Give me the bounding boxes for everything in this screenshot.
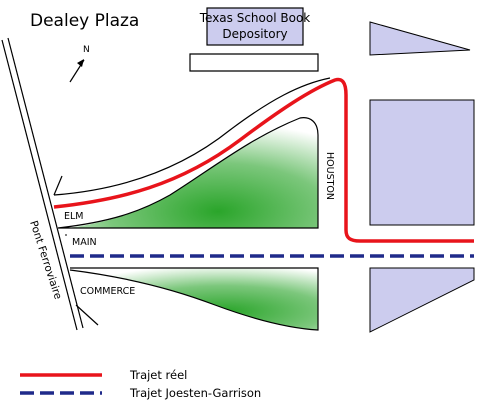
book-depository-label-line2: Depository — [222, 27, 287, 41]
north-grass-area — [68, 117, 318, 228]
north-label: N — [83, 45, 90, 55]
north-arrow-icon — [69, 59, 85, 83]
commerce-label: COMMERCE — [80, 286, 135, 297]
elm-street-west-edge — [53, 175, 63, 196]
main-label: MAIN — [72, 237, 97, 248]
elm-street-block — [189, 53, 319, 72]
building-east — [369, 99, 475, 226]
building-northeast — [369, 21, 471, 56]
route-real-path — [53, 77, 474, 243]
houston-label: HOUSTON — [324, 152, 335, 200]
elm-label: ELM — [64, 211, 84, 222]
legend: Trajet réel Trajet Joesten-Garrison — [20, 368, 261, 400]
north-grass-outline — [57, 117, 319, 229]
building-southeast — [369, 267, 475, 333]
legend-label-alt: Trajet Joesten-Garrison — [129, 386, 261, 400]
book-depository-building — [206, 7, 304, 46]
legend-label-real: Trajet réel — [129, 368, 187, 382]
map-title: Dealey Plaza — [30, 11, 139, 31]
elm-street-north-curb — [53, 77, 331, 196]
commerce-curb — [75, 304, 99, 326]
south-grass-area — [70, 268, 318, 330]
south-grass-outline — [69, 267, 319, 331]
book-depository-label-line1: Texas School Book — [199, 11, 311, 25]
railway-bridge — [1, 37, 84, 331]
